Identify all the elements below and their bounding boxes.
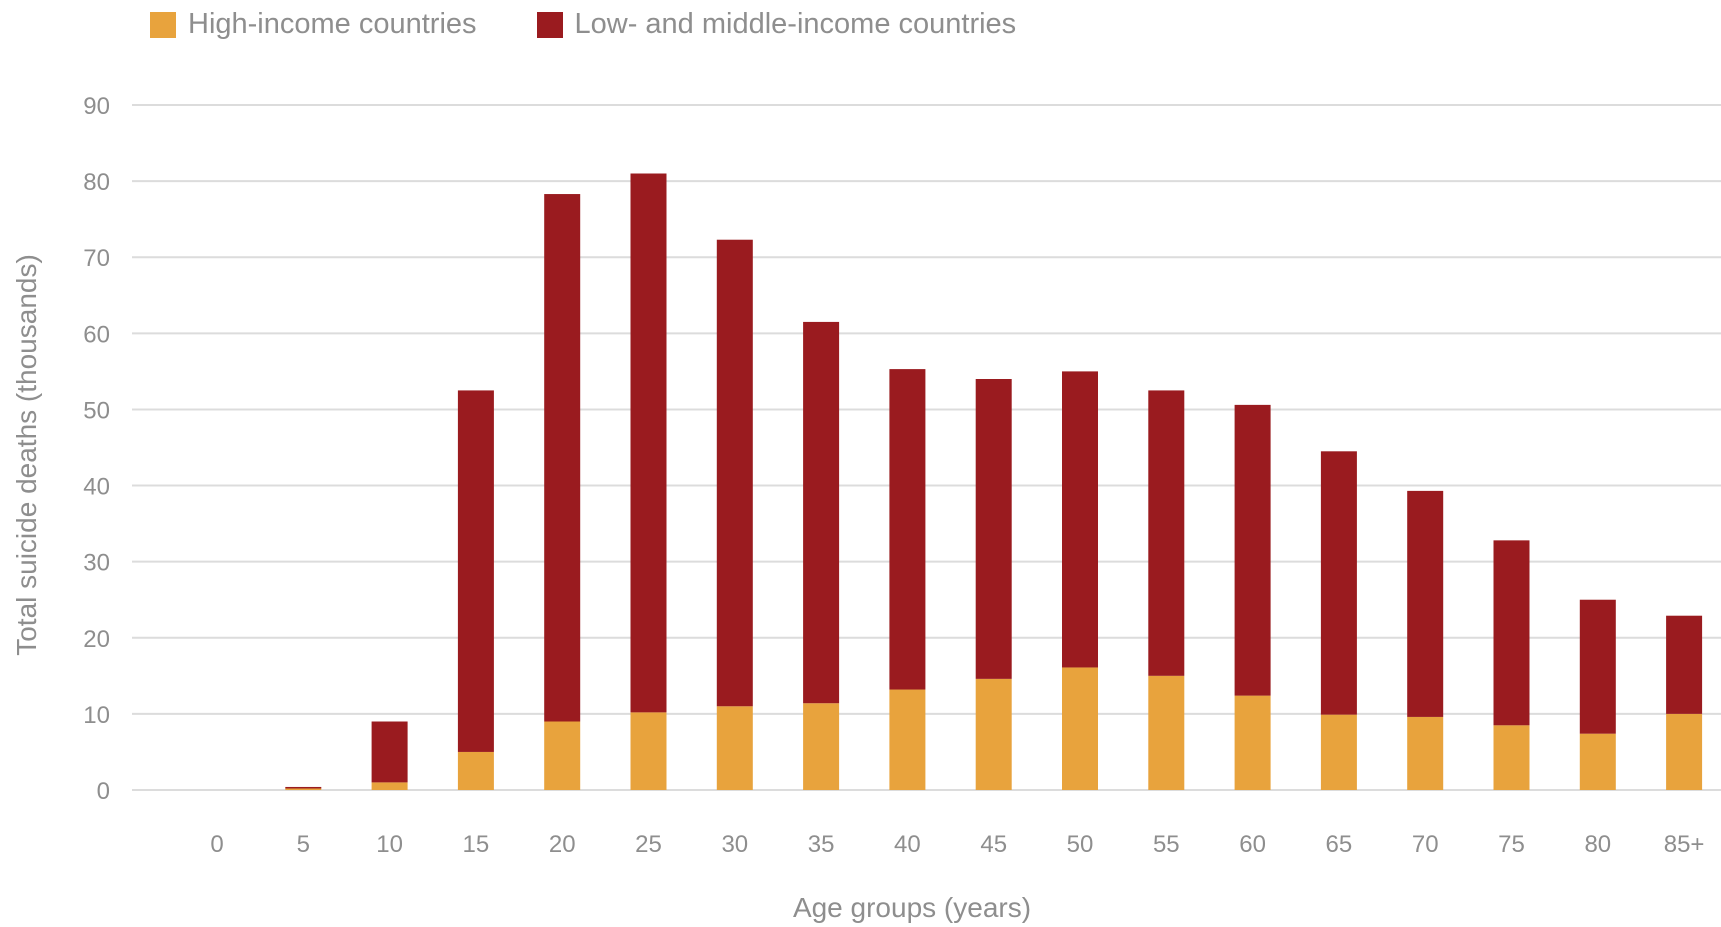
bar-high-income	[630, 712, 667, 790]
bar-low-middle-income	[975, 379, 1012, 679]
legend-swatch-low-middle-income	[536, 11, 563, 38]
y-tick-label: 30	[83, 550, 110, 577]
legend-item-high-income: High-income countries	[150, 8, 477, 41]
x-tick-label: 20	[549, 831, 576, 858]
x-tick-label: 15	[463, 831, 490, 858]
x-tick-label: 75	[1498, 831, 1525, 858]
legend-item-low-middle-income: Low- and middle-income countries	[536, 8, 1017, 41]
x-tick-label: 55	[1153, 831, 1180, 858]
legend-label-high-income: High-income countries	[188, 8, 477, 40]
x-tick-label: 25	[635, 831, 662, 858]
bar-low-middle-income	[1320, 451, 1357, 715]
bar-high-income	[1234, 695, 1271, 790]
bar-low-middle-income	[1234, 404, 1271, 696]
gridlines	[132, 104, 1721, 791]
x-tick-label: 5	[297, 831, 310, 858]
y-tick-label: 70	[83, 245, 110, 272]
bar-high-income	[1407, 716, 1444, 790]
y-tick-label: 0	[97, 778, 110, 805]
bar-low-middle-income	[716, 239, 753, 707]
x-tick-labels: 0 5 10 15 20 25 30 35 40 45 50 55 60 65 70 75 80 85+	[210, 831, 1704, 858]
bar-low-middle-income	[544, 194, 581, 722]
bar-high-income	[716, 706, 753, 790]
y-tick-label: 20	[83, 626, 110, 653]
bar-low-middle-income	[457, 390, 494, 752]
bar-high-income	[371, 782, 408, 790]
y-tick-label: 50	[83, 397, 110, 424]
x-tick-label: 45	[980, 831, 1007, 858]
bar-low-middle-income	[630, 173, 667, 713]
bar-high-income	[1579, 733, 1616, 790]
x-tick-label: 60	[1239, 831, 1266, 858]
bar-high-income	[457, 751, 494, 790]
y-tick-label: 90	[83, 93, 110, 120]
bar-high-income	[889, 689, 926, 790]
y-axis-label: Total suicide deaths (thousands)	[11, 254, 42, 656]
bar-low-middle-income	[1579, 599, 1616, 734]
x-tick-label: 70	[1412, 831, 1439, 858]
y-tick-label: 10	[83, 702, 110, 729]
bar-low-middle-income	[1407, 490, 1444, 717]
bar-high-income	[975, 678, 1012, 790]
bar-high-income	[1148, 675, 1185, 790]
x-tick-label: 30	[721, 831, 748, 858]
x-tick-label: 0	[210, 831, 223, 858]
legend-swatch-high-income	[150, 11, 176, 38]
bar-low-middle-income	[1148, 390, 1185, 676]
x-tick-label: 50	[1067, 831, 1094, 858]
bar-high-income	[544, 721, 581, 790]
bar-high-income	[285, 788, 322, 790]
bar-high-income	[1666, 713, 1703, 790]
x-tick-label: 85+	[1664, 831, 1705, 858]
x-tick-label: 80	[1584, 831, 1611, 858]
bar-high-income	[803, 703, 840, 790]
bar-low-middle-income	[1493, 540, 1530, 726]
bar-low-middle-income	[285, 786, 322, 789]
x-tick-label: 40	[894, 831, 921, 858]
y-tick-labels: 0 10 20 30 40 50 60 70 80 90	[83, 93, 110, 805]
y-tick-label: 80	[83, 169, 110, 196]
bar-low-middle-income	[803, 321, 840, 704]
bar-high-income	[1062, 667, 1098, 790]
bar-high-income	[1493, 725, 1530, 790]
y-tick-label: 60	[83, 321, 110, 348]
bar-low-middle-income	[889, 369, 926, 690]
y-tick-label: 40	[83, 474, 110, 501]
x-tick-label: 35	[808, 831, 835, 858]
bar-low-middle-income	[1062, 371, 1098, 668]
legend: High-income countries Low- and middle-in…	[150, 8, 1076, 41]
bar-low-middle-income	[1666, 615, 1703, 714]
x-axis-label: Age groups (years)	[793, 892, 1031, 923]
x-tick-label: 10	[376, 831, 403, 858]
legend-label-low-middle-income: Low- and middle-income countries	[574, 8, 1017, 40]
bar-high-income	[1320, 714, 1357, 790]
bar-low-middle-income	[371, 721, 408, 783]
x-tick-label: 65	[1326, 831, 1353, 858]
bars	[285, 173, 1703, 790]
